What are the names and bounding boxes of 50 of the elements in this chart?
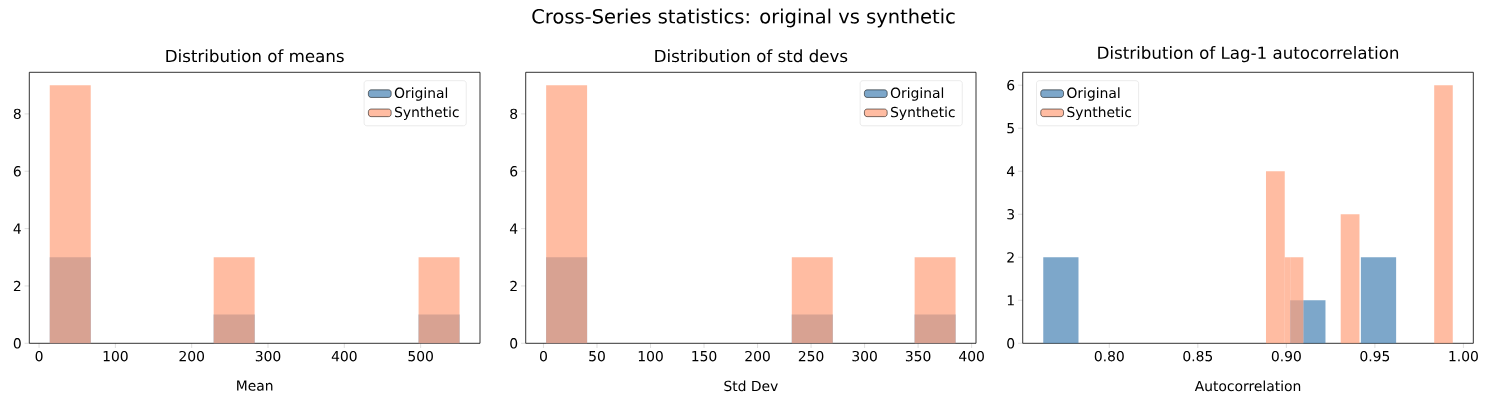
- x-tick-label: 200: [745, 350, 770, 362]
- x-tick-label: 400: [331, 350, 357, 362]
- y-tick-label: 6: [13, 166, 21, 177]
- y-tick-label: 0: [13, 338, 21, 349]
- x-tick-label: 400: [959, 350, 984, 362]
- y-tick-label: 0: [510, 338, 518, 349]
- y-tick-label: 2: [13, 280, 21, 292]
- y-tick-label: 4: [13, 223, 21, 234]
- x-tick-label: 50: [589, 350, 605, 362]
- x-tick-label: 0.85: [1183, 350, 1213, 362]
- x-tick-label: 0: [35, 350, 43, 362]
- y-tick-label: 4: [509, 223, 518, 234]
- x-tick-label: 100: [103, 350, 128, 362]
- x-tick-label: 500: [408, 350, 433, 362]
- x-tick-label: 150: [692, 350, 717, 362]
- y-tick-label: 0: [1007, 338, 1015, 349]
- x-tick-label: 200: [179, 350, 205, 362]
- x-axis-title: Mean: [237, 380, 273, 391]
- y-tick-label: 6: [510, 166, 518, 177]
- y-tick-label: 8: [13, 108, 21, 120]
- x-tick-label: 1.00: [1449, 350, 1478, 362]
- y-tick-label: 2: [510, 280, 517, 292]
- x-tick-label: 0.95: [1360, 350, 1390, 362]
- x-tick-label: 300: [852, 350, 877, 362]
- x-tick-label: 0.80: [1094, 350, 1124, 362]
- y-tick-label: 6: [1007, 79, 1015, 91]
- legend-label: Original: [890, 87, 944, 101]
- legend-label: Original: [1067, 87, 1120, 101]
- x-tick-label: 100: [638, 350, 663, 362]
- y-tick-label: 4: [1006, 166, 1015, 177]
- text: Cross-Series statistics: original vs synthetic: [532, 8, 955, 28]
- x-axis-title: Std Dev: [724, 380, 778, 392]
- chart-title: Distribution of means: [166, 49, 344, 63]
- legend-label: Synthetic: [1067, 106, 1132, 120]
- y-tick-label: 2: [1007, 252, 1014, 263]
- chart-title: Distribution of std devs: [655, 49, 848, 63]
- x-tick-label: 250: [798, 350, 824, 362]
- x-tick-label: 350: [905, 350, 931, 362]
- chart-title: Distribution of Lag-1 autocorrelation: [1098, 46, 1399, 63]
- y-tick-label: 3: [1007, 209, 1015, 220]
- x-tick-label: 0.90: [1271, 350, 1301, 362]
- y-tick-label: 8: [510, 108, 518, 120]
- legend-label: Synthetic: [891, 106, 955, 120]
- legend-label: Original: [394, 87, 448, 101]
- x-tick-label: 0: [539, 350, 547, 362]
- legend-label: Synthetic: [395, 106, 459, 120]
- y-tick-label: 5: [1007, 123, 1014, 134]
- y-tick-label: 1: [1007, 295, 1014, 306]
- x-tick-label: 300: [255, 350, 281, 362]
- x-axis-title: Autocorrelation: [1194, 380, 1301, 392]
